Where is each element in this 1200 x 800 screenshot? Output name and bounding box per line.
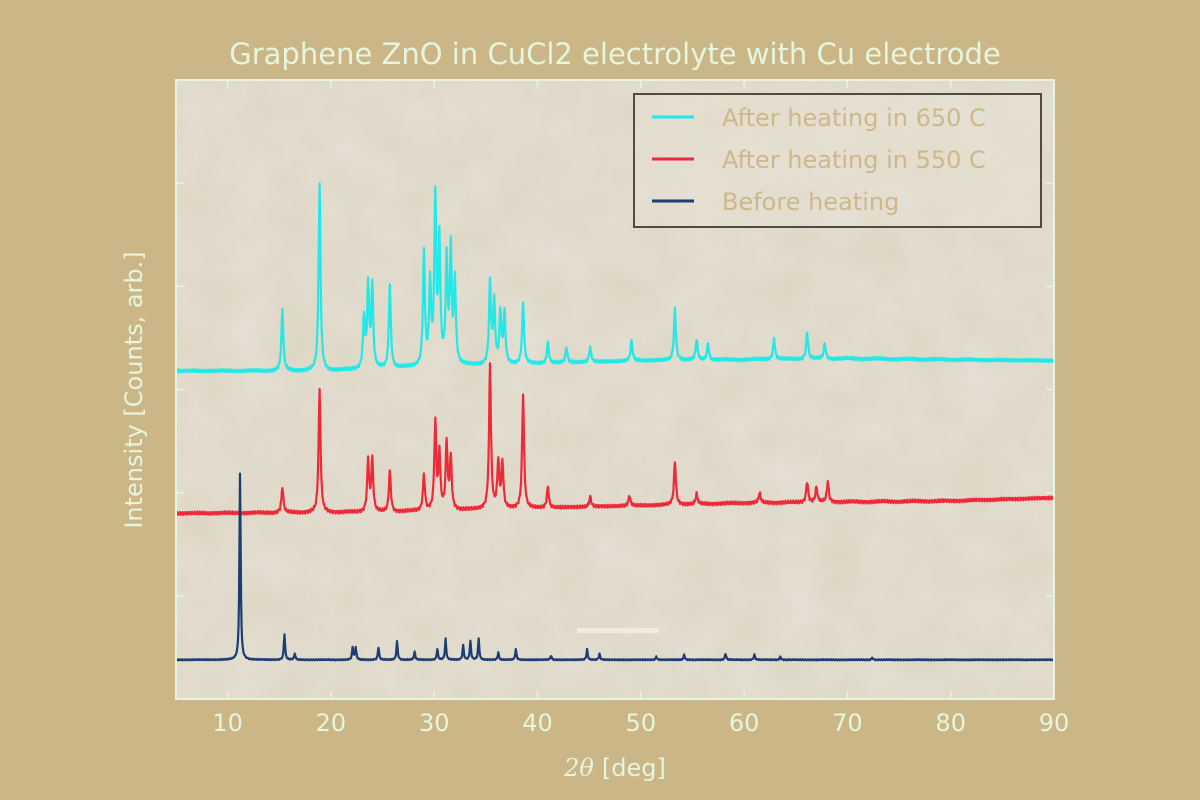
- x-axis-unit: [deg]: [602, 754, 666, 782]
- x-tick-label: 20: [316, 709, 347, 737]
- chart-title: Graphene ZnO in CuCl2 electrolyte with C…: [229, 37, 1000, 71]
- x-tick-label: 10: [212, 709, 243, 737]
- x-axis-ticks: 10 20 30 40 50 60 70 80 90: [212, 80, 1069, 737]
- series-before-heating: [176, 472, 1054, 662]
- y-axis-label: Intensity [Counts, arb.]: [120, 251, 148, 528]
- legend-label-650c: After heating in 650 C: [722, 104, 986, 132]
- series-650c: [176, 182, 1054, 374]
- series-550c: [176, 362, 1054, 516]
- plot-area: 10 20 30 40 50 60 70 80 90: [175, 79, 1069, 737]
- x-axis-label: 2θ [deg]: [563, 754, 666, 782]
- legend-label-before-heating: Before heating: [722, 188, 899, 216]
- x-tick-label: 80: [935, 709, 966, 737]
- legend-label-550c: After heating in 550 C: [722, 146, 986, 174]
- legend-box: [633, 93, 1042, 228]
- sem-texture-overlay: [176, 80, 1054, 699]
- x-tick-label: 50: [626, 709, 657, 737]
- legend: After heating in 650 C After heating in …: [633, 93, 1042, 228]
- x-tick-label: 40: [522, 709, 553, 737]
- x-axis-symbol: 2θ: [563, 754, 594, 782]
- x-tick-label: 60: [729, 709, 760, 737]
- x-tick-label: 70: [832, 709, 863, 737]
- x-tick-label: 90: [1039, 709, 1070, 737]
- y-axis-ticks: [176, 182, 1054, 597]
- x-tick-label: 30: [419, 709, 450, 737]
- sem-scale-bar: [577, 628, 659, 633]
- series-lines: [176, 182, 1054, 662]
